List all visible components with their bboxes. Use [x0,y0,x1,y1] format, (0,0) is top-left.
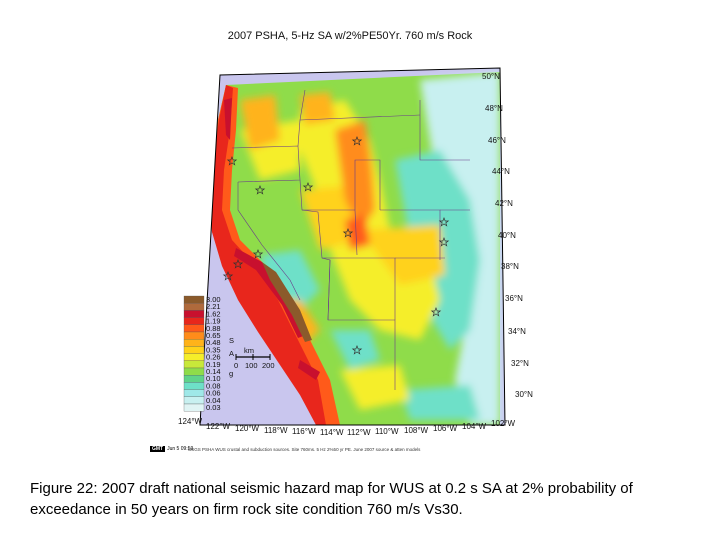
scale-bar: km 0 100 200 [234,346,275,370]
longitude-label: 114°W [320,428,344,437]
city-marker [438,217,450,227]
city-marker [351,136,363,146]
latitude-label: 46°N [488,136,506,145]
legend-swatch [183,303,205,311]
latitude-label: 38°N [501,262,519,271]
legend-swatch [183,389,205,397]
longitude-label: 104°W [462,422,487,431]
legend-value: 3.00 [206,295,221,304]
longitude-label: 110°W [375,427,399,436]
legend-swatch [183,353,205,361]
map-title: 2007 PSHA, 5-Hz SA w/2%PE50Yr. 760 m/s R… [227,30,473,42]
scale-tick-100: 100 [245,361,258,370]
city-marker [438,237,450,247]
figure-caption: Figure 22: 2007 draft national seismic h… [30,480,633,518]
scale-tick-200: 200 [262,361,275,370]
longitude-label: 116°W [292,427,316,436]
legend-unit-s: S [229,336,234,345]
legend-swatch [183,346,205,354]
legend-value: 0.65 [206,331,221,340]
gmt-tag: GMT [150,446,166,452]
legend-value: 0.14 [206,367,221,376]
state-boundaries [231,89,470,390]
city-marker [302,182,314,192]
legend-swatch [183,310,205,318]
legend-value: 1.62 [206,309,221,318]
legend-swatch [183,396,205,405]
legend-swatch [183,367,205,376]
legend: 3.002.211.621.190.880.650.480.350.260.19… [183,295,221,412]
legend-value: 0.10 [206,374,221,383]
legend-value: 0.04 [206,396,221,405]
city-marker [430,307,442,317]
legend-value: 0.88 [206,324,221,333]
legend-value: 0.35 [206,345,221,354]
legend-swatch [183,317,205,325]
latitude-label: 42°N [495,199,513,208]
longitude-label: 106°W [433,424,458,433]
legend-swatch [183,331,205,340]
longitude-label: 102°W [491,419,516,428]
legend-swatch [183,375,205,383]
city-marker [232,259,244,269]
latitude-label: 50°N [482,72,500,81]
legend-value: 2.21 [206,302,221,311]
legend-value: 0.06 [206,389,221,398]
legend-unit-g: g [229,369,233,378]
legend-unit-a: A [229,349,234,358]
longitude-label: 108°W [404,426,429,435]
longitude-label: 118°W [264,426,288,435]
legend-swatch [183,295,205,304]
legend-swatch [183,360,205,369]
legend-value: 0.26 [206,353,221,362]
map-frame [199,67,506,426]
latitude-label: 44°N [492,167,510,176]
latitude-label: 32°N [511,359,529,368]
gmt-stamp: GMT Jun 5 09:59 [150,446,193,452]
legend-value: 0.19 [206,360,221,369]
city-marker [226,156,238,166]
longitude-label: 120°W [235,424,260,433]
latitude-label: 34°N [508,327,526,336]
latitude-label: 40°N [498,231,516,240]
latitude-label: 48°N [485,104,503,113]
legend-value: 0.03 [206,403,221,412]
legend-value: 0.08 [206,381,221,390]
legend-swatch [183,403,205,412]
latitude-label: 36°N [505,294,523,303]
legend-swatch [183,324,205,333]
scale-unit: km [244,346,254,355]
scale-tick-0: 0 [234,361,238,370]
legend-swatch [183,382,205,390]
legend-value: 0.48 [206,338,221,347]
longitude-label: 112°W [347,428,371,437]
longitude-label: 122°W [206,422,231,431]
city-marker [252,249,264,259]
map-panel [200,68,505,425]
city-marker [254,185,266,195]
city-markers [222,136,450,355]
map-footer-note: USGS PSHA WUS crustal and subduction sou… [188,447,421,452]
longitude-label: 124°W [178,417,203,426]
city-marker [222,271,234,281]
legend-value: 1.19 [206,317,221,326]
legend-swatch [183,339,205,347]
city-marker [351,345,363,355]
latitude-label: 30°N [515,390,533,399]
city-marker [342,228,354,238]
gmt-timestamp: Jun 5 09:59 [167,446,194,452]
